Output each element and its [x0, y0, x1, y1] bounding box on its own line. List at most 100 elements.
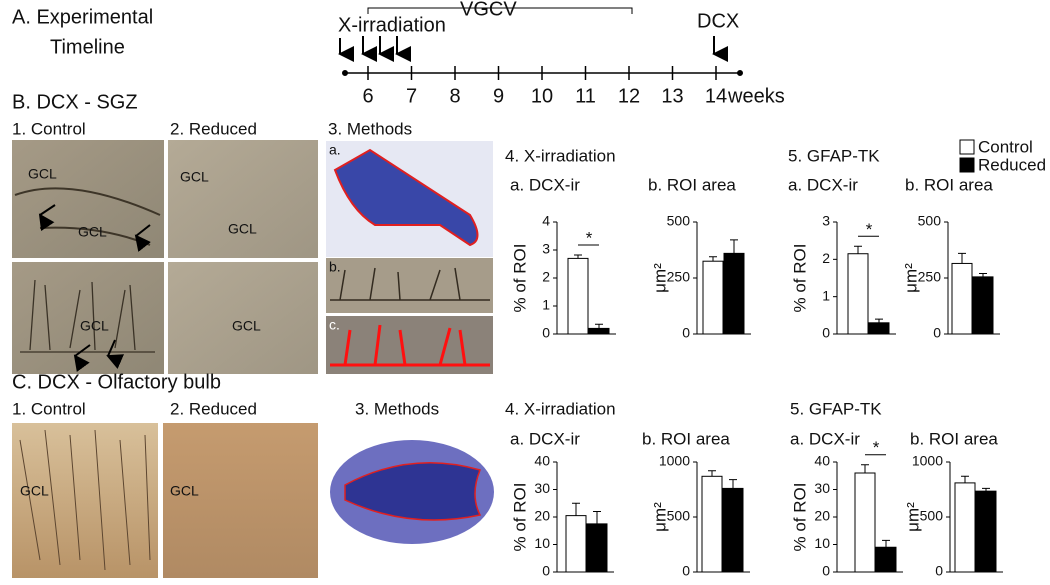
y-axis-label: % of ROI	[790, 483, 809, 552]
image-b1-top	[12, 140, 164, 258]
gcl-label: GCL	[228, 221, 257, 237]
subpanel-title: 1. Control	[12, 399, 86, 418]
arrow	[73, 344, 91, 373]
gcl-label: GCL	[20, 483, 49, 499]
y-axis-label: μm²	[650, 502, 669, 532]
y-tick-label: 4	[542, 213, 550, 229]
error-bar	[729, 479, 737, 489]
roi-outline	[333, 148, 479, 247]
panel-a-title: Timeline	[50, 36, 125, 58]
arrow	[106, 339, 125, 369]
y-axis-label: % of ROI	[510, 244, 529, 313]
gcl-label: GCL	[170, 483, 199, 499]
bar	[875, 546, 897, 573]
bar	[586, 523, 608, 573]
y-axis-label: μm²	[650, 263, 669, 293]
timeline-label: 12	[618, 85, 640, 107]
error-bar	[854, 245, 862, 254]
y-tick-label: 20	[534, 508, 550, 524]
y-tick-label: 0	[682, 563, 690, 579]
significance: *	[586, 229, 593, 248]
y-axis-label: μm²	[901, 263, 920, 293]
y-axis-label: % of ROI	[790, 244, 809, 313]
legend-swatch	[959, 139, 975, 155]
arrows	[38, 38, 354, 373]
bar	[854, 472, 876, 573]
y-tick-label: 2	[822, 250, 830, 266]
error-bar	[709, 256, 717, 262]
error-bar	[979, 273, 987, 277]
subpanel-title: 1. Control	[12, 119, 86, 138]
y-tick-label: 0	[542, 563, 550, 579]
error-bar	[574, 254, 582, 259]
error-bar	[593, 511, 601, 524]
subpanel-title: 2. Reduced	[170, 119, 257, 138]
image-c2	[163, 423, 318, 578]
bar	[722, 487, 744, 573]
bar	[588, 327, 610, 335]
cell-layer	[330, 267, 490, 301]
y-tick-label: 1	[542, 297, 550, 313]
panel-a-title: A. Experimental	[12, 6, 153, 28]
y-tick-label: 30	[814, 480, 830, 496]
part-label: c.	[329, 317, 340, 333]
bar	[954, 482, 976, 573]
y-tick-label: 10	[814, 535, 830, 551]
dcx-label: DCX	[697, 10, 739, 32]
error-bar	[595, 323, 603, 329]
timeline-end	[737, 70, 743, 76]
chart-title: a. DCX-ir	[788, 175, 858, 194]
timeline-label: 7	[406, 85, 417, 107]
y-tick-label: 500	[667, 508, 691, 524]
gcl-label: GCL	[80, 318, 109, 334]
gcl-label: GCL	[232, 318, 261, 334]
error-bar	[708, 470, 716, 477]
y-tick-label: 500	[667, 213, 691, 229]
legend-swatch	[959, 157, 975, 173]
subpanel-title: 2. Reduced	[170, 399, 257, 418]
bar	[847, 253, 869, 335]
timeline-label: 10	[531, 85, 553, 107]
y-tick-label: 1000	[659, 453, 690, 469]
roi-outline	[344, 462, 482, 521]
y-tick-label: 250	[667, 269, 691, 285]
bar	[567, 257, 589, 335]
gcl-label: GCL	[78, 224, 107, 240]
labels: A. Experimental Timeline X-irradiation V…	[12, 0, 882, 499]
gcl-label: GCL	[28, 166, 57, 182]
y-tick-label: 250	[918, 269, 942, 285]
chart-title: b. ROI area	[910, 429, 998, 448]
timeline-label: 14	[705, 85, 727, 107]
image-c1	[12, 423, 158, 578]
part-label: b.	[329, 259, 341, 275]
group-title: 4. X-irradiation	[505, 399, 616, 418]
y-tick-label: 30	[534, 480, 550, 496]
arrow	[134, 224, 151, 252]
y-tick-label: 0	[935, 563, 943, 579]
arrow	[38, 204, 56, 232]
timeline-label: 11	[575, 85, 596, 107]
vgcv-bracket	[367, 7, 633, 14]
bar	[951, 262, 973, 335]
chart-title: a. DCX-ir	[790, 429, 860, 448]
timeline-label: 8	[449, 85, 460, 107]
chart-title: b. ROI area	[905, 175, 993, 194]
y-axis-label: μm²	[903, 502, 922, 532]
y-tick-label: 20	[814, 508, 830, 524]
y-tick-label: 2	[542, 269, 550, 285]
timeline-label: 6	[362, 85, 373, 107]
chart-title: b. ROI area	[642, 429, 730, 448]
subpanel-title: 3. Methods	[328, 119, 412, 138]
image-b3b	[326, 258, 493, 313]
significance: *	[866, 220, 873, 239]
legend-label: Control	[978, 137, 1033, 156]
subpanel-title: 3. Methods	[355, 399, 439, 418]
y-tick-label: 40	[534, 453, 550, 469]
gcl-label: GCL	[180, 169, 209, 185]
group-title: 5. GFAP-TK	[788, 146, 880, 165]
y-tick-label: 0	[822, 563, 830, 579]
y-tick-label: 500	[918, 213, 942, 229]
cell-layer	[20, 279, 155, 353]
images	[12, 140, 494, 578]
